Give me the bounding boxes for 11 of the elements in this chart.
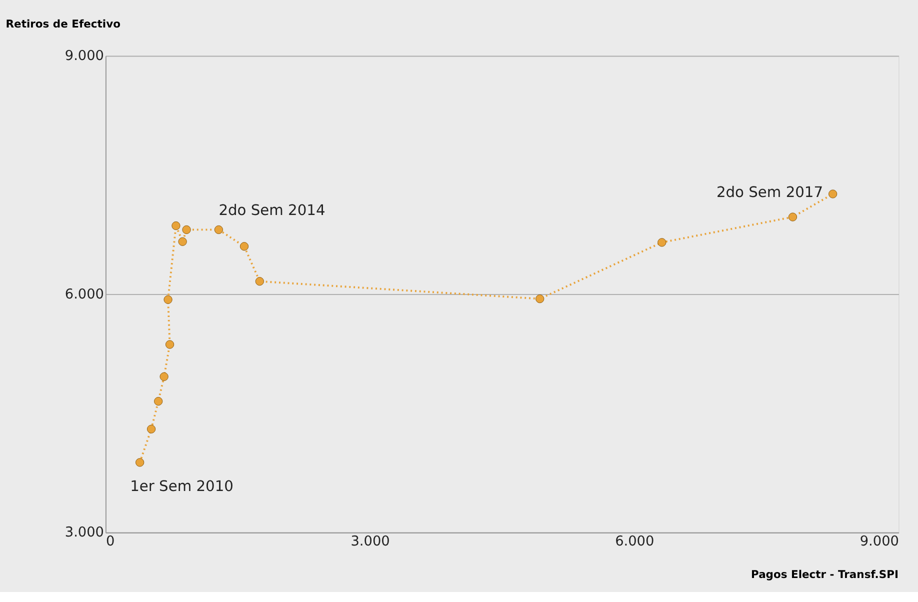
y-tick-label: 6.000 bbox=[64, 286, 104, 302]
x-tick-label: 0 bbox=[106, 534, 115, 550]
annotation: 1er Sem 2010 bbox=[130, 478, 234, 495]
x-tick-label: 3.000 bbox=[350, 534, 390, 550]
x-axis-title: Pagos Electr - Transf.SPI bbox=[750, 568, 898, 582]
annotation: 2do Sem 2017 bbox=[716, 184, 824, 201]
annotation: 2do Sem 2014 bbox=[218, 202, 326, 220]
y-tick-label: 9.000 bbox=[64, 48, 104, 64]
x-tick-label: 6.000 bbox=[615, 534, 654, 550]
y-axis-title: Retiros de Efectivo bbox=[6, 17, 120, 30]
x-tick-label: 9.000 bbox=[860, 534, 899, 550]
